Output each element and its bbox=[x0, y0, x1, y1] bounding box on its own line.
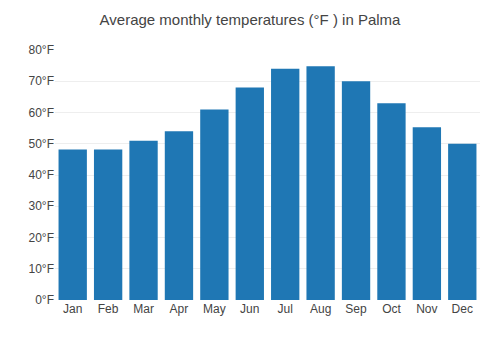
svg-text:0°F: 0°F bbox=[35, 293, 54, 307]
svg-text:May: May bbox=[203, 302, 226, 316]
svg-text:Jan: Jan bbox=[63, 302, 82, 316]
svg-text:70°F: 70°F bbox=[29, 74, 54, 88]
svg-text:40°F: 40°F bbox=[29, 168, 54, 182]
svg-text:10°F: 10°F bbox=[29, 262, 54, 276]
svg-text:Jun: Jun bbox=[240, 302, 259, 316]
svg-text:Oct: Oct bbox=[382, 302, 401, 316]
svg-text:Mar: Mar bbox=[133, 302, 154, 316]
svg-text:Aug: Aug bbox=[310, 302, 331, 316]
svg-text:80°F: 80°F bbox=[29, 43, 54, 57]
svg-text:20°F: 20°F bbox=[29, 231, 54, 245]
svg-text:Apr: Apr bbox=[170, 302, 189, 316]
svg-text:Nov: Nov bbox=[416, 302, 437, 316]
svg-text:50°F: 50°F bbox=[29, 137, 54, 151]
svg-text:Sep: Sep bbox=[345, 302, 367, 316]
svg-text:Average monthly temperatures (: Average monthly temperatures (°F ) in Pa… bbox=[100, 11, 402, 28]
svg-text:Jul: Jul bbox=[278, 302, 293, 316]
svg-text:60°F: 60°F bbox=[29, 106, 54, 120]
svg-text:Dec: Dec bbox=[452, 302, 473, 316]
svg-text:30°F: 30°F bbox=[29, 199, 54, 213]
svg-text:Feb: Feb bbox=[98, 302, 119, 316]
